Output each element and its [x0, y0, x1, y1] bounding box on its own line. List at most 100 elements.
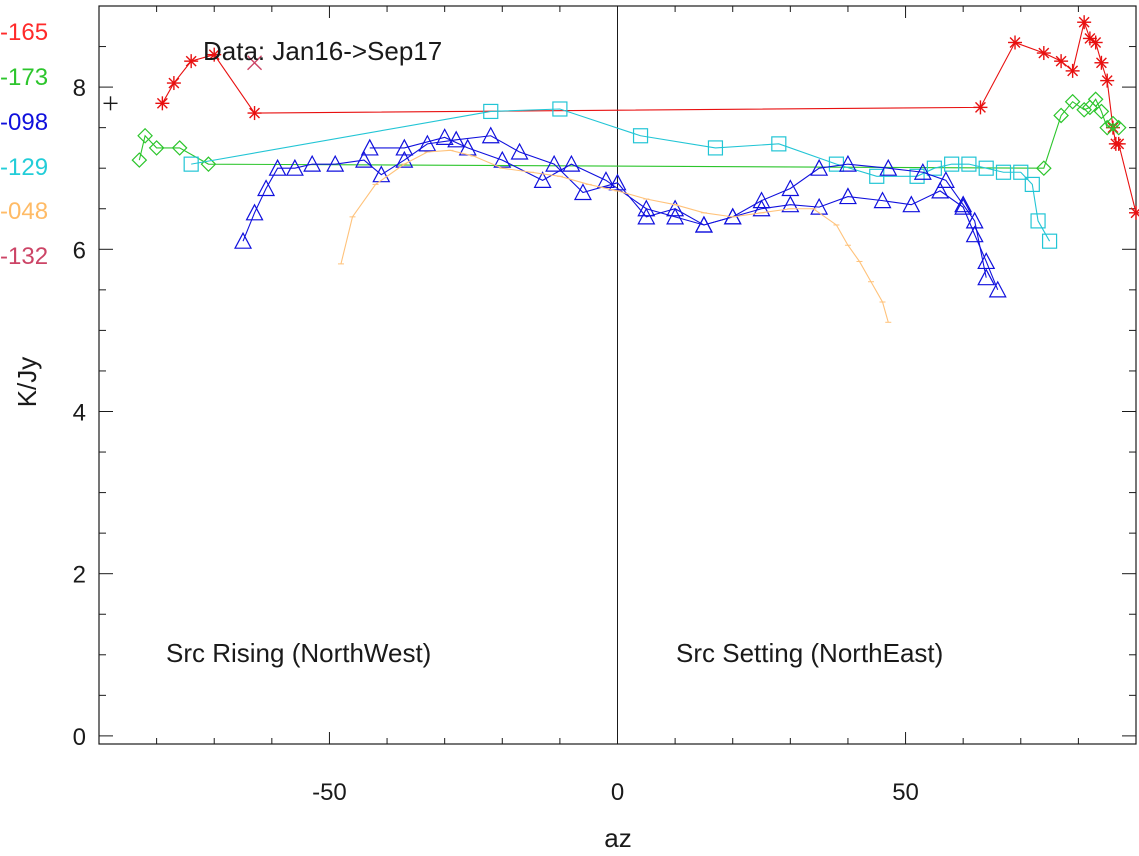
data-point-triangle — [810, 197, 829, 215]
series--048 — [337, 149, 892, 323]
rising-annotation: Src Rising (NorthWest) — [166, 638, 431, 668]
data-point-asterisk — [184, 54, 199, 69]
data-point-triangle — [977, 268, 996, 286]
data-point-diamond — [1064, 93, 1081, 110]
y-tick-label: 8 — [73, 75, 86, 102]
data-point-triangle — [988, 280, 1007, 298]
data-point-asterisk — [1082, 31, 1097, 46]
data-point-square — [771, 136, 787, 152]
series--098b — [360, 128, 996, 286]
series-line — [242, 135, 999, 291]
data-point-triangle — [694, 215, 713, 233]
data-point-triangle — [573, 183, 592, 201]
data-point-triangle — [562, 154, 581, 172]
data-point-plus — [103, 96, 118, 111]
data-point-asterisk — [1129, 205, 1139, 220]
data-point-triangle — [965, 211, 984, 229]
data-point-triangle — [326, 154, 345, 172]
data-point-square — [978, 160, 994, 176]
setting-annotation: Src Setting (NorthEast) — [676, 638, 943, 668]
data-point-triangle — [873, 191, 892, 209]
series--165 — [155, 15, 1139, 220]
axes: -50 0 50 0 2 4 6 8 — [73, 5, 1137, 806]
data-point-square — [869, 168, 885, 184]
data-point-square — [1041, 233, 1058, 249]
data-point-triangle — [257, 179, 276, 197]
data-point-triangle — [608, 173, 627, 191]
data-point-triangle — [493, 150, 512, 168]
data-point-asterisk — [1054, 54, 1069, 69]
data-point-asterisk — [1111, 136, 1126, 151]
data-point-triangle — [533, 171, 552, 188]
x-tick-label: 50 — [892, 779, 919, 806]
data-point-cross — [247, 55, 263, 71]
data-point-triangle — [954, 195, 973, 213]
data-point-triangle — [936, 171, 955, 188]
data-point-triangle — [781, 195, 800, 213]
data-point-triangle — [510, 142, 529, 160]
data-point-asterisk — [155, 96, 170, 111]
series-layer — [103, 15, 1139, 323]
data-point-triangle — [245, 203, 264, 221]
data-point-diamond — [1093, 103, 1110, 120]
data-point-triangle — [965, 225, 984, 243]
data-point-triangle — [545, 154, 564, 172]
data-point-square — [552, 101, 568, 117]
data-point-triangle — [360, 138, 379, 156]
data-point-asterisk — [247, 106, 262, 121]
data-point-diamond — [1053, 107, 1069, 124]
data-point-diamond — [1087, 91, 1104, 108]
y-tick-label: 6 — [73, 237, 86, 264]
data-point-triangle — [954, 197, 973, 215]
data-point-triangle — [234, 231, 253, 249]
data-point-asterisk — [1036, 46, 1051, 61]
legend-item: -173 — [0, 64, 48, 91]
data-point-triangle — [268, 158, 287, 176]
data-point-diamond — [131, 152, 148, 168]
data-point-asterisk — [1088, 35, 1103, 50]
x-tick-label: -50 — [312, 779, 347, 806]
data-point-triangle — [879, 158, 898, 176]
data-point-square — [1030, 213, 1046, 229]
y-tick-label: 2 — [73, 562, 86, 589]
data-point-triangle — [752, 191, 771, 209]
data-point-triangle — [913, 162, 932, 180]
data-point-diamond — [1035, 160, 1052, 177]
x-tick-label: 0 — [611, 779, 624, 806]
data-point-triangle — [355, 150, 374, 168]
data-point-asterisk — [973, 100, 988, 115]
y-tick-label: 4 — [73, 399, 86, 426]
data-point-square — [961, 156, 977, 172]
x-axis-label: az — [604, 823, 631, 853]
data-point-square — [483, 103, 499, 120]
data-point-square — [995, 164, 1012, 180]
data-point-asterisk — [166, 76, 181, 91]
data-point-asterisk — [1105, 120, 1120, 135]
data-point-square — [926, 160, 942, 176]
data-point-triangle — [596, 171, 615, 188]
data-point-diamond — [137, 127, 153, 144]
data-point-triangle — [902, 195, 921, 213]
data-range-annotation: Data: Jan16->Sep17 — [203, 36, 442, 66]
data-point-triangle — [447, 130, 466, 148]
data-point-asterisk — [1077, 15, 1092, 30]
data-point-asterisk — [207, 47, 222, 62]
data-point-asterisk — [1065, 63, 1080, 78]
data-point-triangle — [285, 158, 304, 176]
data-point-triangle — [666, 207, 685, 225]
data-point-square — [632, 128, 649, 144]
data-point-square — [707, 140, 724, 156]
legend-item: -098 — [0, 109, 48, 136]
data-point-triangle — [838, 187, 857, 205]
data-point-square — [944, 156, 960, 172]
data-point-triangle — [637, 199, 656, 217]
data-point-triangle — [481, 126, 500, 144]
data-point-square — [1024, 176, 1040, 193]
series--173 — [131, 91, 1127, 177]
data-point-triangle — [395, 150, 414, 168]
legend: -165 -173 -098 -129 -048 -132 — [0, 19, 48, 270]
series-line — [191, 108, 1051, 242]
data-point-square — [909, 168, 925, 184]
y-axis-label: K/Jy — [12, 357, 42, 408]
